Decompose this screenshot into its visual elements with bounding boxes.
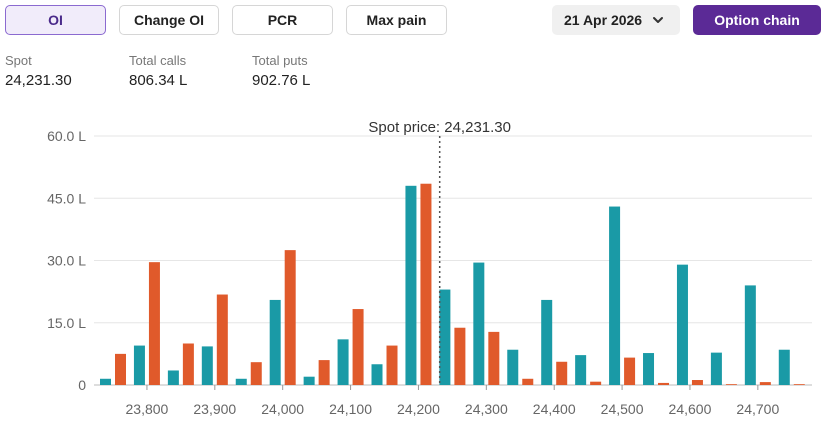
x-tick-label: 24,000 — [261, 401, 304, 417]
puts-bar[interactable] — [759, 382, 771, 385]
tab-change-oi[interactable]: Change OI — [119, 5, 219, 35]
x-tick-label: 24,700 — [736, 401, 779, 417]
tab-oi[interactable]: OI — [5, 5, 106, 35]
calls-bar[interactable] — [371, 364, 383, 385]
y-tick-label: 30.0 L — [47, 253, 86, 269]
calls-bar[interactable] — [575, 355, 587, 385]
calls-bar[interactable] — [337, 339, 349, 385]
expiry-date-value: 21 Apr 2026 — [564, 12, 643, 28]
calls-bar[interactable] — [201, 346, 213, 385]
calls-bar[interactable] — [100, 378, 111, 385]
puts-bar[interactable] — [725, 384, 737, 385]
puts-bar[interactable] — [454, 327, 466, 385]
puts-bar[interactable] — [590, 381, 602, 385]
x-tick-label: 24,400 — [533, 401, 576, 417]
calls-bar[interactable] — [405, 185, 417, 385]
tab-pcr[interactable]: PCR — [232, 5, 333, 35]
calls-bar[interactable] — [676, 264, 688, 385]
puts-bar[interactable] — [115, 353, 126, 385]
puts-bar[interactable] — [148, 262, 160, 385]
puts-bar[interactable] — [658, 382, 670, 385]
calls-bar[interactable] — [235, 378, 247, 385]
calls-bar[interactable] — [303, 376, 315, 385]
y-tick-label: 45.0 L — [47, 190, 86, 206]
stat-total-calls-value: 806.34 L — [129, 72, 188, 89]
puts-bar[interactable] — [182, 343, 194, 386]
stat-total-puts: Total puts 902.76 L — [252, 53, 362, 89]
puts-bar[interactable] — [386, 345, 398, 385]
puts-bar[interactable] — [624, 357, 636, 385]
puts-bar[interactable] — [522, 378, 534, 385]
calls-bar[interactable] — [133, 345, 145, 385]
stat-total-puts-value: 902.76 L — [252, 72, 311, 89]
stat-spot: Spot 24,231.30 — [5, 53, 115, 89]
stat-spot-value: 24,231.30 — [5, 72, 72, 89]
calls-bar[interactable] — [710, 352, 722, 385]
x-tick-label: 24,100 — [329, 401, 372, 417]
stat-total-puts-label: Total puts — [252, 53, 308, 68]
calls-bar[interactable] — [643, 353, 655, 385]
puts-bar[interactable] — [488, 331, 500, 385]
x-tick-label: 24,500 — [601, 401, 644, 417]
puts-bar[interactable] — [793, 384, 805, 385]
x-tick-label: 24,200 — [397, 401, 440, 417]
calls-bar[interactable] — [473, 262, 485, 385]
x-tick-label: 23,900 — [193, 401, 236, 417]
spot-price-label: Spot price: 24,231.30 — [368, 119, 511, 136]
oi-bar-chart: 0 15.0 L 30.0 L 45.0 L 60.0 L 23,800 23,900 24,… — [47, 119, 812, 417]
stat-spot-label: Spot — [5, 53, 32, 68]
puts-bar[interactable] — [216, 294, 228, 385]
puts-bar[interactable] — [284, 250, 296, 385]
y-tick-label: 15.0 L — [47, 315, 86, 331]
y-tick-label: 60.0 L — [47, 128, 86, 144]
puts-bar[interactable] — [352, 309, 364, 385]
puts-bar[interactable] — [318, 360, 330, 385]
y-tick-label: 0 — [78, 377, 86, 393]
calls-bar[interactable] — [609, 206, 621, 385]
calls-bar[interactable] — [541, 299, 553, 385]
puts-bar[interactable] — [250, 362, 262, 385]
puts-bar[interactable] — [420, 183, 432, 385]
expiry-date-select[interactable]: 21 Apr 2026 — [552, 5, 680, 35]
puts-bar[interactable] — [691, 380, 703, 385]
stat-total-calls: Total calls 806.34 L — [129, 53, 239, 89]
calls-bar[interactable] — [744, 285, 756, 385]
puts-bar[interactable] — [556, 361, 568, 385]
stat-total-calls-label: Total calls — [129, 53, 187, 68]
calls-bar[interactable] — [439, 289, 451, 385]
tab-max-pain[interactable]: Max pain — [346, 5, 447, 35]
option-chain-button[interactable]: Option chain — [693, 5, 821, 35]
calls-bar[interactable] — [778, 349, 790, 385]
x-tick-label: 24,300 — [465, 401, 508, 417]
calls-bar[interactable] — [269, 299, 281, 385]
x-tick-label: 24,600 — [669, 401, 712, 417]
toolbar: OI Change OI PCR Max pain 21 Apr 2026 Op… — [5, 5, 822, 35]
chevron-down-icon — [653, 17, 663, 23]
calls-bar[interactable] — [167, 370, 179, 385]
x-tick-label: 23,800 — [126, 401, 169, 417]
calls-bar[interactable] — [507, 349, 519, 385]
